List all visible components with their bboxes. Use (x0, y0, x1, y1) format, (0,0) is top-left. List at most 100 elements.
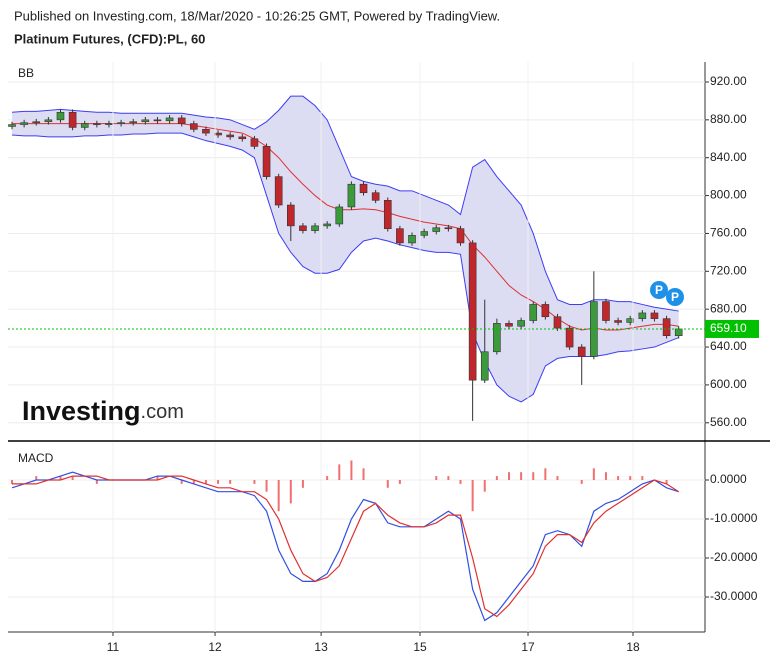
candle-body (626, 318, 635, 323)
histogram-bar (604, 472, 607, 480)
candle-body (383, 200, 392, 230)
candle-body (444, 227, 453, 230)
panel-title: MACD (18, 451, 54, 465)
histogram-bar (471, 479, 474, 512)
histogram-bar (520, 472, 523, 480)
candle-body (456, 228, 465, 244)
marker-label: P (655, 283, 663, 297)
candle-body (80, 123, 89, 128)
candle-body (323, 223, 331, 227)
histogram-bar (156, 476, 159, 480)
candle-body (32, 121, 41, 124)
candle-body (117, 122, 125, 124)
y-tick-label: 640.00 (710, 339, 747, 353)
candle-body (105, 123, 113, 125)
x-tick-label: 11 (107, 640, 120, 654)
y-tick-label: 880.00 (710, 112, 747, 126)
candle-body (529, 304, 538, 321)
histogram-bar (229, 479, 232, 484)
histogram-bar (580, 479, 583, 484)
candle-body (214, 132, 222, 136)
candle-body (505, 323, 513, 327)
candle-body (165, 117, 174, 122)
histogram-bar (556, 476, 559, 480)
histogram-bar (629, 476, 632, 480)
candle-body (262, 146, 271, 177)
histogram-bar (59, 476, 62, 480)
histogram-bar (289, 479, 292, 504)
candle-body (238, 136, 247, 140)
candle-body (565, 327, 574, 348)
histogram-bar (447, 476, 450, 480)
candle-body (8, 124, 16, 127)
candle-body (299, 225, 307, 231)
candle-body (638, 312, 647, 319)
y-tick-label: 920.00 (710, 74, 747, 88)
candle-body (190, 123, 198, 130)
histogram-bar (544, 468, 547, 480)
candle-body (396, 228, 404, 244)
candle-body (359, 183, 368, 194)
histogram-bar (326, 476, 329, 480)
histogram-bar (459, 479, 462, 484)
histogram-bar (398, 479, 401, 484)
candle-body (602, 301, 610, 321)
histogram-bar (265, 479, 268, 492)
y-tick-label: 600.00 (710, 377, 747, 391)
candle-body (274, 176, 283, 206)
histogram-bar (665, 479, 668, 484)
candle-body (311, 225, 319, 231)
candle-body (577, 346, 586, 357)
logo: Investing.com (22, 396, 184, 426)
candle-body (408, 235, 416, 244)
candle-body (56, 111, 65, 121)
histogram-bar (180, 479, 183, 484)
candle-body (371, 192, 380, 201)
histogram-bar (507, 472, 510, 480)
histogram-bar (641, 476, 644, 480)
candle-body (141, 119, 150, 123)
candle-body (468, 242, 477, 381)
macd-panel: -30.0000 -20.0000 -10.0000 0.0000 11 12 13 15 17… (8, 62, 758, 654)
current-price-label: 659.10 (710, 321, 747, 335)
y-tick-label: -10.0000 (710, 511, 758, 525)
candle-body (517, 320, 525, 327)
panel-title: BB (18, 66, 34, 80)
histogram-bar (192, 479, 195, 484)
candle-body (250, 138, 259, 147)
marker-label: P (671, 290, 679, 304)
histogram-bar (95, 479, 98, 484)
candle-body (68, 111, 77, 128)
histogram-bar (301, 479, 304, 488)
band-upper (11, 95, 679, 312)
y-tick-label: 720.00 (710, 263, 747, 277)
candle-body (614, 320, 622, 323)
candle-body (44, 119, 53, 123)
candle-body (153, 119, 162, 122)
y-tick-label: -20.0000 (710, 550, 758, 564)
logo-suffix: .com (141, 401, 184, 423)
candle-body (177, 117, 186, 124)
marker (666, 288, 684, 306)
candle-body (20, 122, 28, 125)
macd-line (11, 471, 679, 622)
histogram-bar (532, 472, 535, 480)
candle-body (480, 351, 489, 381)
histogram-bar (483, 479, 486, 492)
histogram-bar (217, 479, 220, 484)
histogram-bar (253, 479, 256, 484)
candle-body (420, 231, 428, 236)
x-tick-label: 18 (626, 640, 640, 654)
y-tick-label: 760.00 (710, 226, 747, 240)
source-line: Published on Investing.com, 18/Mar/2020 … (14, 8, 500, 23)
y-tick-label: 800.00 (710, 188, 747, 202)
histogram-bar (592, 468, 595, 480)
y-tick-label: 680.00 (710, 301, 747, 315)
candle-body (650, 312, 659, 319)
candle-body (553, 316, 562, 329)
candle-body (226, 134, 234, 138)
candle-body (287, 204, 295, 227)
histogram-bar (204, 479, 207, 484)
candle-body (674, 328, 683, 336)
candle-body (347, 183, 356, 208)
